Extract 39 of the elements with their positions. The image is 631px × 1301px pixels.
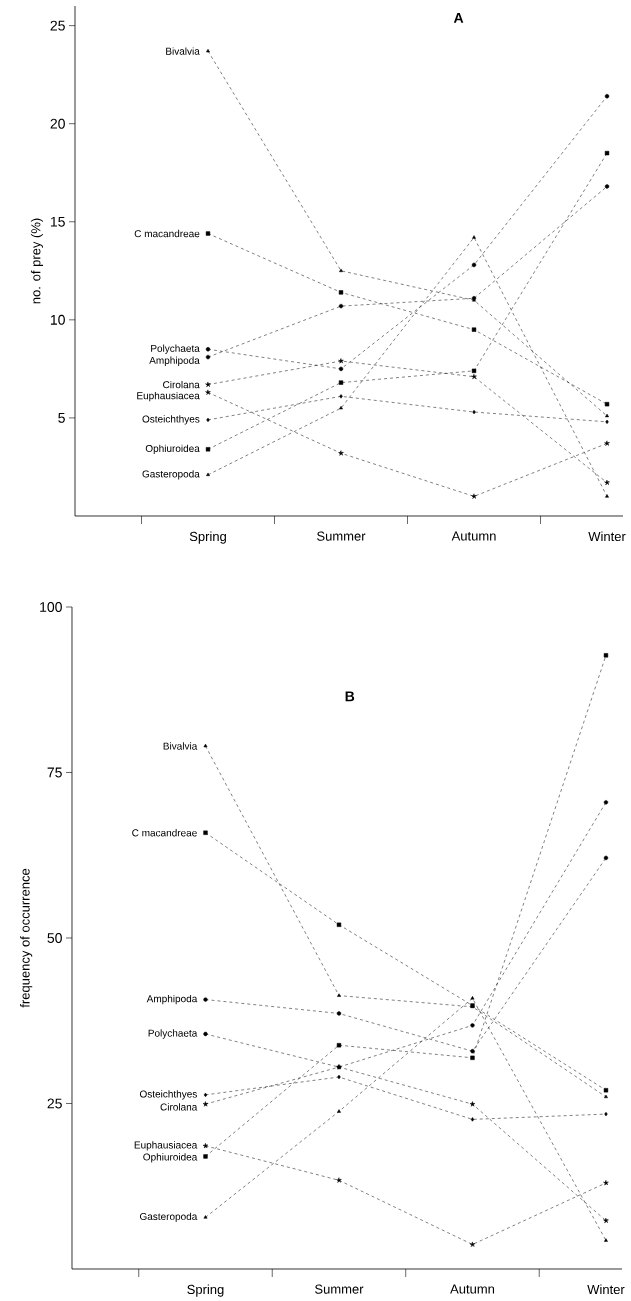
x-tick-label: Autumn	[450, 1284, 495, 1294]
x-tick-label: Summer	[317, 531, 366, 541]
series-label: Amphipoda	[149, 356, 200, 366]
series-label: Amphipoda	[146, 994, 198, 1005]
y-tick-label: 5	[58, 413, 65, 423]
y-tick-label: 25	[47, 1098, 62, 1109]
series-label: C macandreae	[134, 229, 200, 238]
series-label: Osteichthyes	[142, 415, 200, 425]
series-label: Polychaeta	[148, 1029, 198, 1039]
y-tick-label: 75	[47, 767, 62, 778]
x-tick-label: Spring	[189, 531, 226, 544]
series-label: Cirolana	[163, 380, 200, 389]
series-label: Gasteropoda	[142, 470, 200, 480]
series-label: Bivalvia	[163, 742, 198, 750]
y-axis-title: no. of prey (%)	[30, 218, 44, 304]
y-tick-label: 50	[47, 933, 62, 943]
x-tick-label: Winter	[587, 1284, 625, 1295]
y-tick-label: 15	[50, 216, 65, 227]
series-label: Euphausiacea	[137, 391, 200, 402]
x-tick-label: Autumn	[451, 531, 496, 541]
series-label: Ophiuroidea	[145, 444, 200, 454]
y-tick-label: 25	[50, 20, 65, 31]
series-label: Gasteropoda	[139, 1212, 198, 1223]
y-axis-title: frequency of occurrence	[20, 868, 33, 1008]
text: B	[345, 691, 355, 702]
series-label: Polychaeta	[151, 344, 200, 354]
chart-title: A	[453, 13, 464, 23]
series-label: Ophiuroidea	[143, 1153, 198, 1163]
series-label: Euphausiacea	[134, 1141, 198, 1151]
x-tick-label: Winter	[588, 531, 626, 542]
y-tick-label: 20	[50, 118, 65, 129]
series-label: C macandreae	[132, 829, 197, 837]
series-label: Cirolana	[160, 1103, 198, 1111]
y-tick-label: 10	[50, 314, 65, 325]
x-tick-label: Spring	[187, 1284, 224, 1297]
y-tick-label: 100	[40, 602, 62, 612]
series-label: Bivalvia	[166, 47, 200, 55]
x-tick-label: Summer	[315, 1284, 364, 1294]
series-label: Osteichthyes	[139, 1090, 197, 1100]
